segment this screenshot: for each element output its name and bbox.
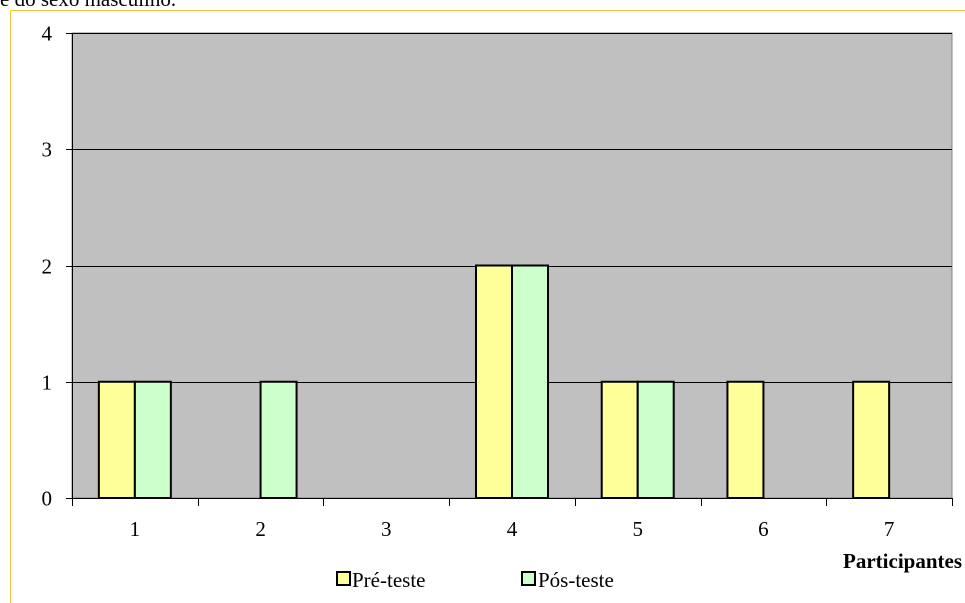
bar-pos-teste xyxy=(259,380,298,499)
x-tick-label: 6 xyxy=(758,517,769,541)
legend-label: Pré-teste xyxy=(352,568,425,592)
x-tick-label: 5 xyxy=(632,517,643,541)
bar-pos-teste xyxy=(636,380,675,499)
bar-pre-teste xyxy=(726,380,765,499)
bar-pos-teste xyxy=(511,264,549,499)
y-tick-label: 0 xyxy=(42,487,53,511)
y-tick-label: 1 xyxy=(42,371,53,395)
x-tick-label: 2 xyxy=(255,517,266,541)
y-tick-label: 2 xyxy=(42,255,53,279)
x-tick-label: 4 xyxy=(507,517,518,541)
bar-pre-teste xyxy=(852,380,891,499)
x-tick-label: 3 xyxy=(381,517,392,541)
legend-label: Pós-teste xyxy=(538,568,614,592)
caption-fragment: e do sexo masculino. xyxy=(0,0,176,11)
y-tick-label: 4 xyxy=(42,22,53,46)
bar-pre-teste xyxy=(600,380,639,499)
bar-pos-teste xyxy=(133,380,172,499)
legend-swatch xyxy=(521,571,536,586)
x-tick-label: 7 xyxy=(884,517,895,541)
x-axis-title: Participantes xyxy=(843,549,962,573)
legend-swatch xyxy=(336,571,351,586)
x-tick-label: 1 xyxy=(130,517,141,541)
chart-frame xyxy=(10,10,965,603)
bar-pre-teste xyxy=(97,380,136,499)
y-tick-label: 3 xyxy=(42,138,53,162)
bar-pre-teste xyxy=(475,264,513,499)
